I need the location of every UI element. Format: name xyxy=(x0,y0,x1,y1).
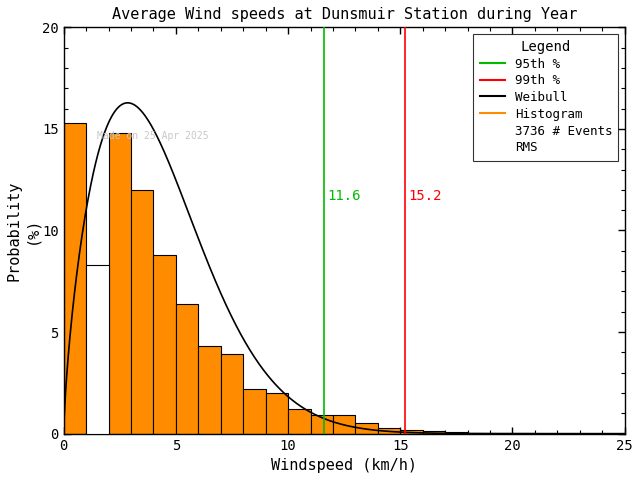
Bar xyxy=(154,255,176,433)
Bar xyxy=(468,432,490,433)
Bar xyxy=(445,432,468,433)
X-axis label: Windspeed (km/h): Windspeed (km/h) xyxy=(271,458,417,473)
Bar xyxy=(355,423,378,433)
Bar xyxy=(131,190,154,433)
Legend: 95th %, 99th %, Weibull, Histogram, 3736 # Events, RMS: 95th %, 99th %, Weibull, Histogram, 3736… xyxy=(474,34,618,160)
Bar xyxy=(378,428,400,433)
Bar xyxy=(243,389,266,433)
Y-axis label: Probability
(%): Probability (%) xyxy=(7,180,39,281)
Title: Average Wind speeds at Dunsmuir Station during Year: Average Wind speeds at Dunsmuir Station … xyxy=(111,7,577,22)
Text: 11.6: 11.6 xyxy=(328,189,361,203)
Bar xyxy=(288,409,310,433)
Bar xyxy=(109,133,131,433)
Bar xyxy=(198,346,221,433)
Text: Made on 25 Apr 2025: Made on 25 Apr 2025 xyxy=(97,131,209,141)
Bar xyxy=(86,265,109,433)
Bar xyxy=(221,354,243,433)
Bar xyxy=(333,415,355,433)
Bar xyxy=(400,430,423,433)
Bar xyxy=(64,123,86,433)
Bar xyxy=(423,431,445,433)
Text: 15.2: 15.2 xyxy=(408,189,442,203)
Bar xyxy=(176,304,198,433)
Bar xyxy=(266,393,288,433)
Bar xyxy=(310,415,333,433)
